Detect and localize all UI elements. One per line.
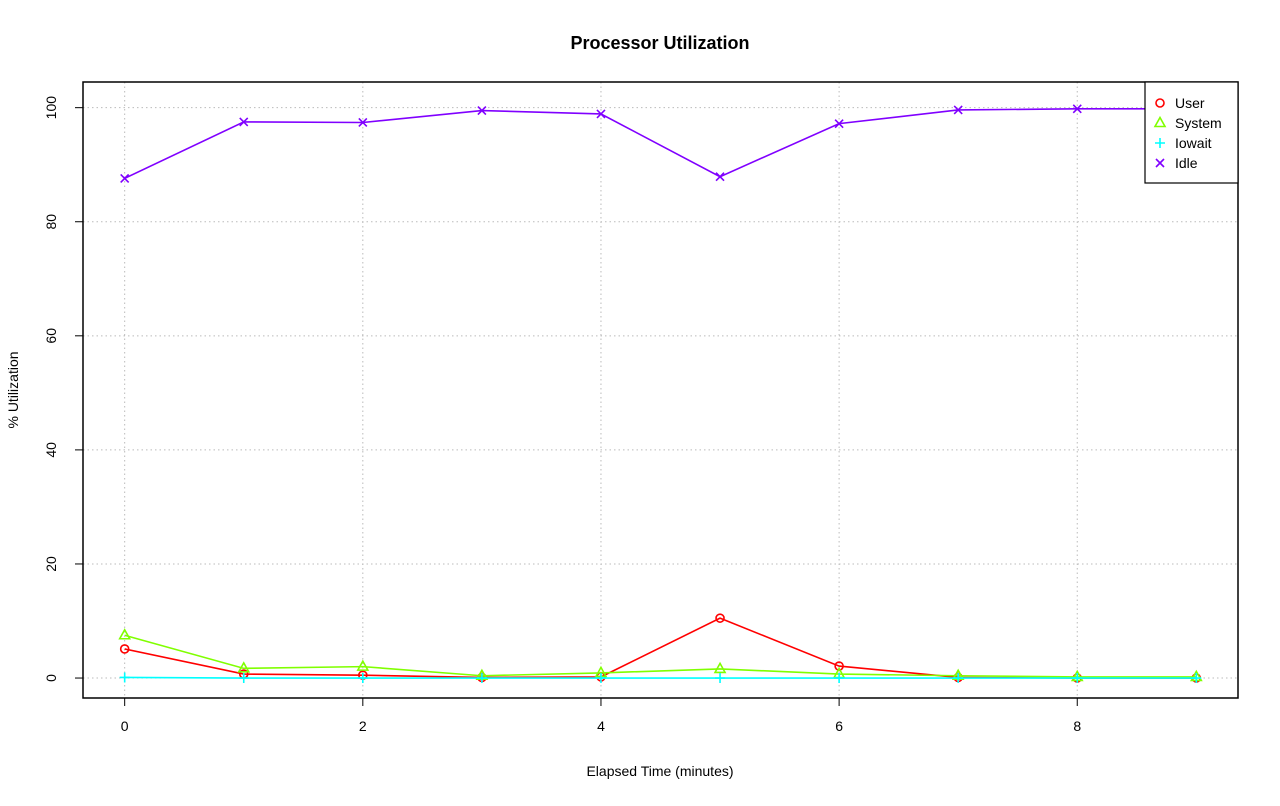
y-tick-label: 40 — [43, 442, 59, 458]
y-tick-label: 0 — [43, 674, 59, 682]
legend: User System Iowait Idle — [1144, 81, 1239, 184]
data-point-plus — [119, 672, 130, 683]
data-point-x — [239, 117, 249, 127]
data-point-plus — [1155, 138, 1165, 148]
data-point-plus — [238, 673, 249, 684]
data-point-x — [1155, 158, 1165, 168]
legend-label: Idle — [1175, 155, 1198, 171]
legend-label: Iowait — [1175, 135, 1212, 151]
data-point-circle — [1155, 98, 1165, 108]
series-layer — [118, 104, 1203, 684]
data-point-plus — [953, 673, 964, 684]
chart-title: Processor Utilization — [570, 33, 749, 53]
data-point-triangle — [356, 659, 370, 671]
data-point-plus — [357, 673, 368, 684]
y-tick-label: 60 — [43, 328, 59, 344]
data-point-plus — [834, 673, 845, 684]
x-tick-label: 4 — [597, 718, 605, 734]
x-tick-label: 2 — [359, 718, 367, 734]
data-point-plus — [715, 673, 726, 684]
series-iowait — [119, 672, 1202, 684]
y-tick-label: 100 — [43, 96, 59, 120]
series-line — [124, 617, 1197, 679]
grid — [83, 82, 1238, 698]
legend-label: System — [1175, 115, 1222, 131]
series-line — [124, 634, 1197, 678]
x-axis-label: Elapsed Time (minutes) — [586, 763, 733, 779]
data-point-plus — [595, 673, 606, 684]
data-point-x — [596, 109, 606, 119]
plot-frame — [82, 81, 1239, 699]
x-tick-label: 6 — [835, 718, 843, 734]
data-point-plus — [476, 673, 487, 684]
data-point-x — [1072, 104, 1082, 114]
y-tick-label: 20 — [43, 556, 59, 572]
data-point-triangle — [237, 661, 251, 673]
data-point-plus — [1191, 673, 1202, 684]
data-point-circle — [119, 644, 130, 654]
data-point-circle — [715, 613, 725, 623]
y-axis-label: % Utilization — [5, 351, 21, 428]
series-user — [119, 613, 1202, 683]
data-point-x — [477, 105, 487, 116]
y-tick-label: 80 — [43, 214, 59, 230]
x-tick-label: 8 — [1073, 718, 1081, 734]
data-point-x — [953, 105, 963, 115]
series-line — [124, 108, 1197, 180]
series-idle — [120, 104, 1201, 183]
data-point-triangle — [713, 661, 727, 674]
series-system — [118, 628, 1203, 682]
data-point-x — [120, 173, 130, 183]
series-line — [124, 676, 1197, 679]
data-point-x — [715, 172, 725, 182]
data-point-plus — [1072, 673, 1083, 684]
data-point-triangle — [118, 628, 132, 640]
data-point-x — [834, 119, 844, 129]
data-point-triangle — [1153, 115, 1167, 128]
legend-label: User — [1175, 95, 1205, 111]
x-tick-label: 0 — [121, 718, 129, 734]
data-point-x — [358, 117, 368, 128]
